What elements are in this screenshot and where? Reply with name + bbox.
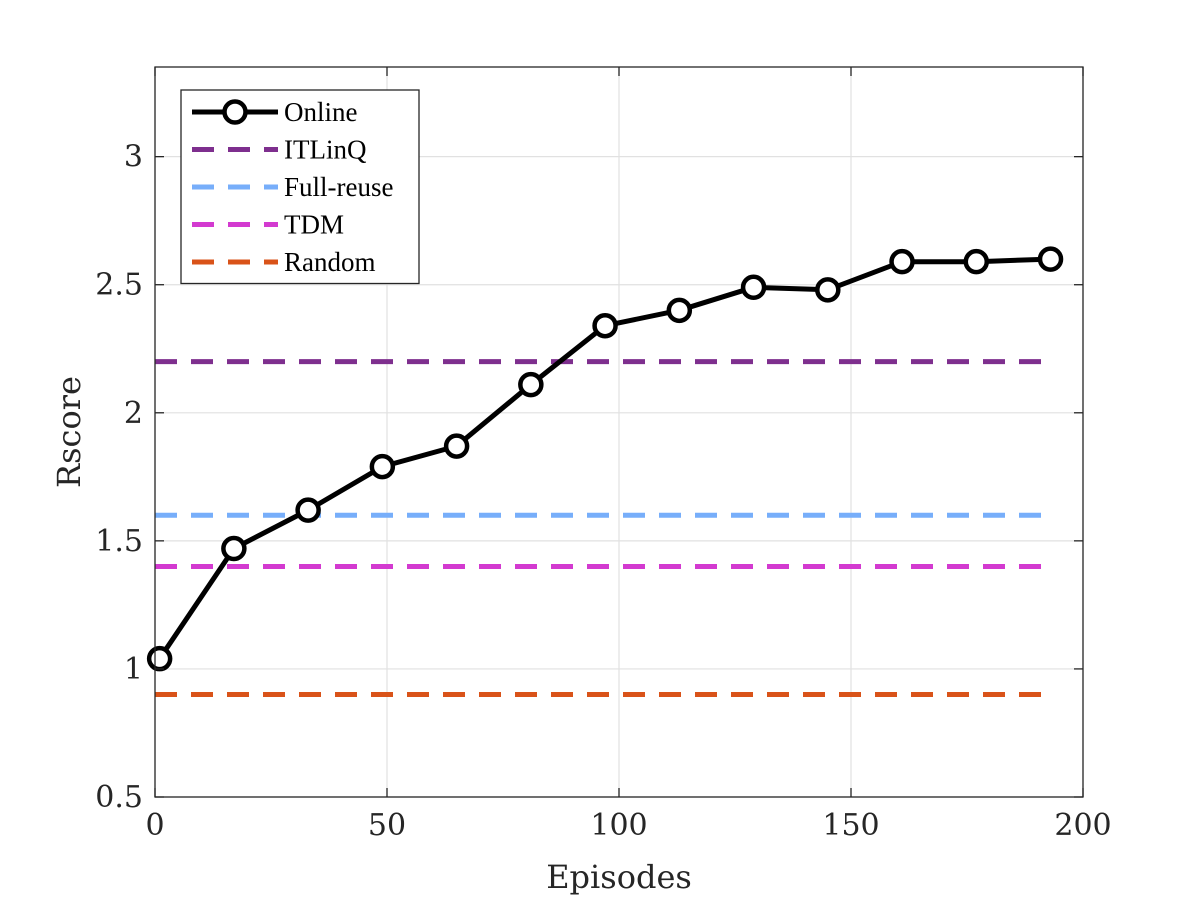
legend-label-full-reuse: Full-reuse — [284, 172, 393, 202]
x-tick-label: 50 — [368, 808, 406, 843]
x-tick-label: 150 — [822, 808, 879, 843]
legend: Online ITLinQ Full-reuse TDM Random — [180, 89, 420, 285]
data-point-online — [295, 497, 321, 523]
y-tick-label: 3 — [124, 140, 143, 175]
data-point-online — [146, 645, 173, 672]
y-tick-label: 2 — [124, 396, 143, 431]
series-online — [146, 246, 1064, 672]
data-point-online — [221, 535, 247, 562]
data-point-online — [666, 297, 693, 324]
data-point-online — [592, 312, 618, 339]
y-tick-label: 2.5 — [95, 268, 143, 303]
legend-item-online: Online — [192, 97, 358, 127]
grid — [154, 67, 1084, 798]
legend-label-online: Online — [284, 97, 358, 127]
legend-item-random: Random — [192, 247, 376, 277]
x-tick-label: 200 — [1054, 808, 1111, 843]
x-tick-labels: 0 50 100 150 200 — [145, 808, 1111, 843]
data-point-online — [443, 433, 470, 459]
axis-ticks — [154, 67, 1084, 798]
data-point-online — [518, 371, 544, 398]
y-axis-label: Rscore — [50, 376, 88, 488]
x-tick-label: 0 — [145, 808, 164, 843]
data-point-online — [369, 453, 396, 480]
legend-item-full-reuse: Full-reuse — [192, 172, 393, 202]
data-point-online — [740, 274, 767, 301]
legend-label-random: Random — [284, 247, 376, 277]
data-point-online — [1037, 246, 1064, 272]
y-tick-label: 0.5 — [95, 780, 143, 815]
series-layer — [146, 246, 1064, 697]
y-tick-labels: 0.5 1 1.5 2 2.5 3 — [95, 140, 143, 815]
legend-marker-online — [222, 99, 248, 125]
legend-item-itlinq: ITLinQ — [192, 135, 367, 165]
legend-label-itlinq: ITLinQ — [284, 135, 367, 165]
y-tick-label: 1.5 — [95, 524, 143, 559]
legend-item-tdm: TDM — [192, 210, 344, 240]
legend-box — [180, 89, 420, 285]
y-tick-label: 1 — [124, 652, 143, 687]
x-tick-label: 100 — [590, 808, 647, 843]
x-axis-label: Episodes — [546, 858, 692, 896]
legend-label-tdm: TDM — [284, 210, 344, 240]
data-point-online — [815, 277, 841, 303]
data-point-online — [963, 248, 990, 275]
data-point-online — [889, 248, 915, 275]
